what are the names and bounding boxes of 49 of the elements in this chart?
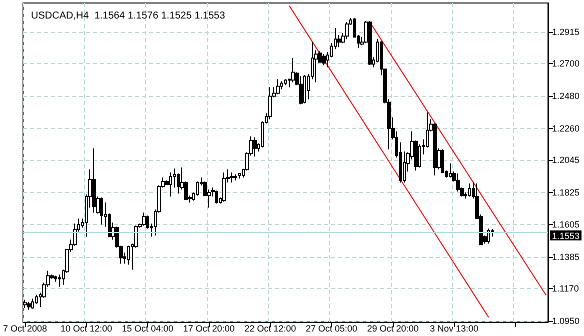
- y-tick-label: 1.1170: [552, 284, 579, 294]
- candlestick: [100, 196, 103, 226]
- candlestick: [54, 275, 57, 282]
- candlestick: [433, 122, 437, 176]
- candlestick: [299, 76, 303, 105]
- candlestick: [303, 74, 306, 104]
- x-tick-label: 15 Oct 04:00: [122, 324, 174, 334]
- text: USDCAD,H4 1.1564 1.1576 1.1525 1.1553: [31, 10, 226, 22]
- candlestick: [322, 54, 326, 66]
- y-tick-label: 1.2480: [552, 91, 580, 102]
- y-tick-label: 1.2700: [552, 58, 580, 69]
- x-tick-label: 22 Oct 12:00: [244, 324, 296, 334]
- candlestick: [468, 183, 471, 197]
- y-tick-label: 1.0950: [552, 316, 580, 326]
- y-tick-label: 1.2915: [552, 27, 580, 38]
- candlestick: [284, 78, 287, 86]
- x-tick-label: 29 Oct 20:00: [367, 324, 419, 334]
- y-tick-label: 1.2045: [552, 155, 580, 165]
- x-tick-label: 27 Oct 05:00: [306, 324, 358, 334]
- y-tick-label: 1.2260: [552, 123, 580, 134]
- candlestick: [31, 298, 34, 310]
- x-tick-label: 10 Oct 12:00: [60, 324, 112, 334]
- candlestick: [215, 190, 218, 204]
- candlestick: [345, 22, 349, 40]
- y-tick-label: 1.1825: [552, 187, 580, 198]
- candlestick: [253, 136, 257, 157]
- candlestick: [27, 301, 31, 310]
- candlestick: [142, 212, 146, 226]
- y-tick-label: 1.1605: [552, 220, 580, 230]
- candlestick: [92, 148, 96, 214]
- candlestick: [291, 58, 295, 83]
- ref-line-label: 1.1553: [552, 230, 580, 241]
- candlestick: [368, 20, 372, 66]
- candlestick: [230, 172, 234, 183]
- candlestick: [169, 172, 172, 197]
- candlestick: [234, 174, 237, 181]
- candlestick: [418, 144, 421, 168]
- candlestick: [276, 78, 280, 95]
- candlestick: [449, 162, 452, 178]
- x-tick-label: 7 Oct 2008: [3, 324, 48, 334]
- x-tick-label: 3 Nov 13:00: [430, 324, 478, 334]
- candlestick: [196, 180, 199, 196]
- candlestick: [127, 245, 130, 266]
- candlestick: [238, 173, 241, 180]
- y-tick-label: 1.1385: [552, 252, 580, 262]
- candlestick: [487, 228, 490, 244]
- x-tick-label: 17 Oct 20:00: [183, 324, 235, 334]
- candlestick: [268, 86, 272, 120]
- candlestick: [222, 172, 226, 202]
